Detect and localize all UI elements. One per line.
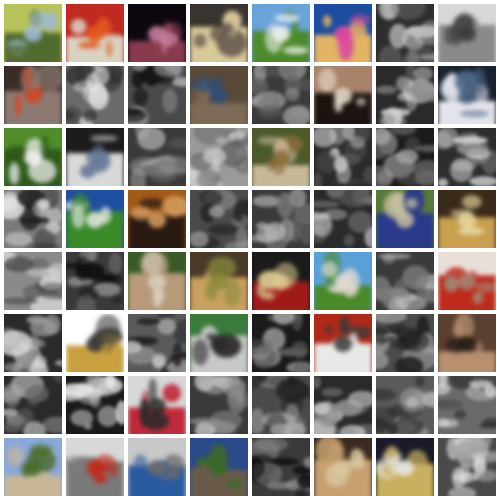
grid-tile-gray-pattern bbox=[66, 66, 124, 124]
grid-tile-parachutes bbox=[314, 4, 372, 62]
grid-tile-gray-pattern bbox=[438, 128, 496, 186]
grid-tile-gray-pattern bbox=[376, 314, 434, 372]
grid-tile-garbage-truck bbox=[4, 4, 62, 62]
grid-tile-garbage-truck-blue bbox=[66, 190, 124, 248]
grid-tile-gray-pattern bbox=[190, 376, 248, 434]
grid-tile-truck-rear bbox=[66, 438, 124, 496]
grid-tile-chainsaw-on-ground bbox=[190, 66, 248, 124]
grid-tile-gray-pattern bbox=[314, 128, 372, 186]
grid-tile-chainsaw-operator bbox=[252, 128, 310, 186]
grid-tile-hand-with-device bbox=[438, 4, 496, 62]
grid-tile-gray-pattern bbox=[376, 128, 434, 186]
grid-tile-gray-pattern bbox=[376, 4, 434, 62]
grid-tile-gray-pattern bbox=[252, 438, 310, 496]
grid-tile-gray-pattern bbox=[128, 314, 186, 372]
grid-tile-gas-station-kiosk bbox=[314, 66, 372, 124]
grid-tile-gray-pattern bbox=[4, 376, 62, 434]
grid-tile-gray-pattern bbox=[4, 314, 62, 372]
grid-tile-bag-on-ground bbox=[190, 4, 248, 62]
grid-tile-gray-pattern bbox=[190, 190, 248, 248]
grid-tile-hand-golf-ball bbox=[438, 66, 496, 124]
grid-tile-man-with-horn bbox=[314, 438, 372, 496]
grid-tile-person-indoors bbox=[438, 314, 496, 372]
grid-tile-gray-pattern bbox=[376, 252, 434, 310]
grid-tile-gray-pattern bbox=[438, 376, 496, 434]
grid-tile-golfer-putting bbox=[190, 314, 248, 372]
grid-tile-french-horn-catalog bbox=[66, 314, 124, 372]
grid-tile-gray-pattern bbox=[252, 376, 310, 434]
grid-tile-gray-pattern bbox=[128, 66, 186, 124]
grid-tile-gas-pump bbox=[66, 4, 124, 62]
grid-tile-performer bbox=[128, 4, 186, 62]
grid-tile-french-horn bbox=[438, 190, 496, 248]
grid-tile-vintage-truck bbox=[128, 190, 186, 248]
grid-tile-people-on-field bbox=[376, 190, 434, 248]
grid-tile-garbage-truck-street bbox=[66, 128, 124, 186]
grid-tile-man-holding-fish bbox=[128, 252, 186, 310]
grid-tile-gray-pattern bbox=[438, 438, 496, 496]
grid-tile-church-spire bbox=[190, 438, 248, 496]
grid-tile-golf-ball-tee bbox=[4, 128, 62, 186]
grid-tile-hand-with-red-object bbox=[438, 252, 496, 310]
grid-tile-gray-pattern bbox=[314, 190, 372, 248]
grid-tile-gray-pattern bbox=[4, 190, 62, 248]
grid-tile-gas-pump-display bbox=[314, 314, 372, 372]
grid-tile-gray-pattern bbox=[128, 128, 186, 186]
grid-tile-gray-pattern bbox=[252, 314, 310, 372]
grid-tile-gray-pattern bbox=[376, 66, 434, 124]
grid-tile-gray-pattern bbox=[376, 376, 434, 434]
grid-tile-gray-pattern bbox=[252, 66, 310, 124]
grid-tile-gray-pattern bbox=[4, 252, 62, 310]
grid-tile-officer-with-horn bbox=[376, 438, 434, 496]
grid-tile-gray-pattern bbox=[190, 128, 248, 186]
grid-tile-golf-balls-closeup bbox=[128, 376, 186, 434]
grid-tile-gray-pattern bbox=[66, 376, 124, 434]
grid-tile-gray-pattern bbox=[66, 252, 124, 310]
grid-tile-gas-pump-blue bbox=[128, 438, 186, 496]
grid-tile-gray-pattern bbox=[314, 376, 372, 434]
grid-tile-marching-band bbox=[252, 252, 310, 310]
grid-tile-church-building bbox=[4, 438, 62, 496]
grid-tile-chainsaw-closeup bbox=[4, 66, 62, 124]
grid-tile-gray-pattern bbox=[252, 190, 310, 248]
grid-tile-fish-on-table bbox=[190, 252, 248, 310]
grid-tile-golf-ball-on-grass bbox=[252, 4, 310, 62]
grid-tile-rugby-ball-on-grass bbox=[314, 252, 372, 310]
